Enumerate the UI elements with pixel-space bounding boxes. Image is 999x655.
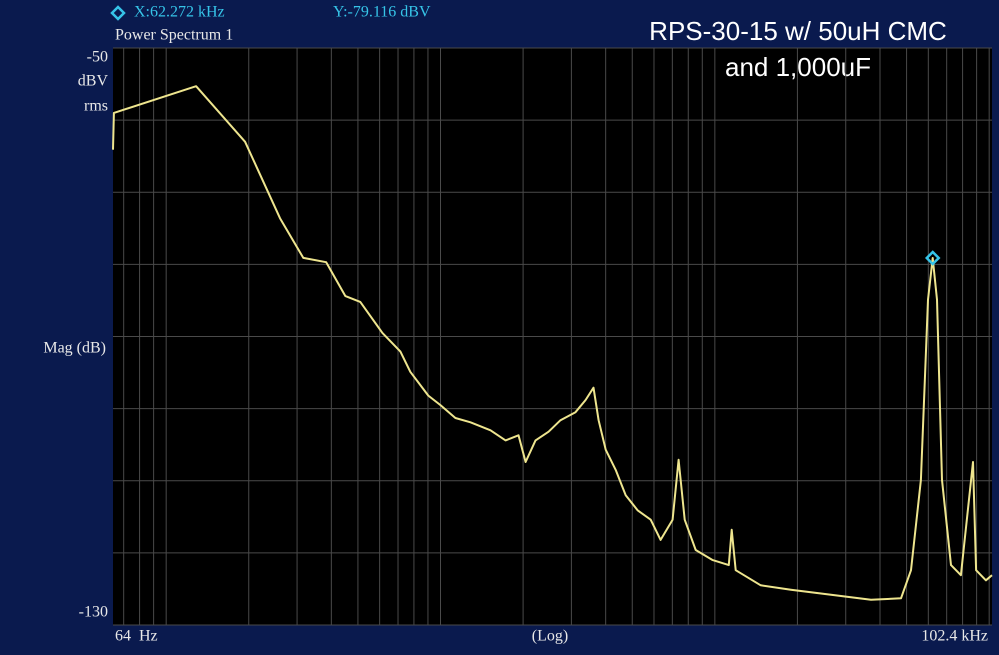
cursor-x: X:62.272 kHz [134, 4, 225, 21]
annotation: and 1,000uF [725, 52, 871, 82]
annotation: RPS-30-15 w/ 50uH CMC [649, 16, 947, 46]
cursor-icon [110, 5, 126, 21]
x-tick-label: 64 Hz [115, 628, 158, 645]
cursor-marker [924, 250, 941, 266]
x-tick-label: 102.4 kHz [921, 628, 988, 645]
y-tick-label: -50 [87, 49, 108, 66]
y-axis-label: Mag (dB) [43, 340, 106, 357]
y-unit: rms [84, 98, 108, 115]
spectrum-trace [112, 85, 993, 601]
x-axis-label: (Log) [532, 628, 568, 645]
y-unit: dBV [78, 73, 109, 90]
cursor-y: Y:-79.116 dBV [333, 4, 431, 21]
y-tick-label: -130 [79, 604, 108, 621]
chart-title: Power Spectrum 1 [115, 27, 233, 44]
